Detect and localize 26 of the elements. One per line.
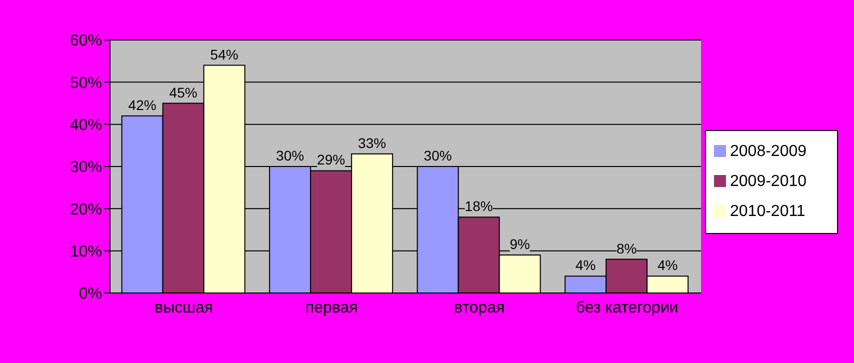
data-label: 4% bbox=[657, 257, 678, 274]
data-label: 8% bbox=[616, 240, 637, 256]
y-tick-label: 60% bbox=[70, 32, 102, 50]
y-tick-label: 50% bbox=[70, 74, 102, 92]
y-tick-label: 30% bbox=[70, 159, 102, 176]
data-label: 30% bbox=[276, 148, 304, 164]
x-tick-label: первая bbox=[305, 299, 358, 316]
y-tick-label: 10% bbox=[70, 244, 102, 261]
data-label: 18% bbox=[464, 198, 493, 214]
data-label: 29% bbox=[317, 152, 346, 168]
data-label: 42% bbox=[128, 96, 156, 113]
data-label: 30% bbox=[424, 148, 452, 164]
y-tick-label: 20% bbox=[70, 201, 102, 218]
legend-label: 2008-2009 bbox=[730, 142, 807, 160]
y-tick-label: 0% bbox=[78, 286, 102, 303]
legend-label: 2009-2010 bbox=[730, 172, 807, 190]
x-tick-label: без категории bbox=[576, 299, 678, 316]
data-label: 54% bbox=[210, 46, 238, 62]
data-label: 45% bbox=[169, 84, 198, 100]
data-label: 33% bbox=[358, 134, 386, 151]
y-tick-label: 40% bbox=[70, 117, 102, 134]
x-tick-label: вторая bbox=[454, 299, 505, 316]
legend-label: 2010-2011 bbox=[730, 202, 806, 220]
data-label: 4% bbox=[575, 257, 596, 274]
data-label: 9% bbox=[510, 236, 530, 252]
x-tick-label: высшая bbox=[154, 299, 214, 316]
